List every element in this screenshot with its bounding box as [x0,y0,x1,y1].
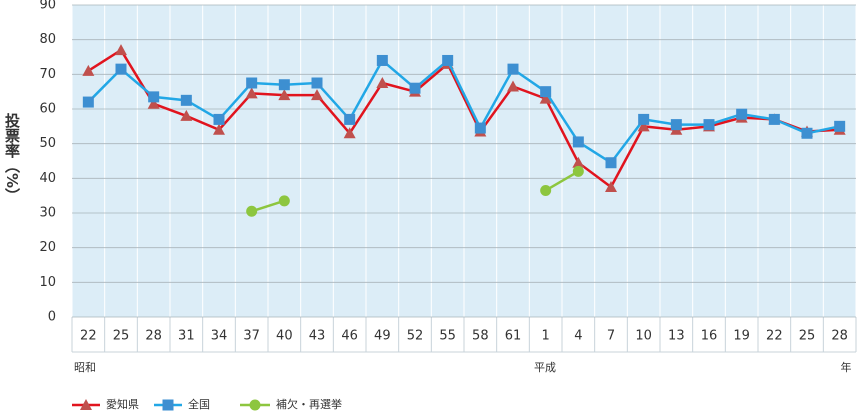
x-tick-label: 10 [635,329,652,344]
marker [249,399,261,411]
x-tick-label: 28 [831,329,848,344]
marker [605,157,617,169]
x-tick-label: 52 [407,329,424,344]
marker [834,120,846,132]
marker [311,89,323,101]
x-tick-label: 22 [80,329,97,344]
marker [638,113,650,125]
x-tick-label: 43 [309,329,326,344]
marker [474,122,486,134]
x-tick-label: 40 [276,329,293,344]
era-label: 昭和 [74,361,96,374]
x-tick-label: 58 [472,329,489,344]
marker [768,113,780,125]
x-tick-label: 16 [701,329,718,344]
marker [278,79,290,91]
x-tick-label: 46 [341,329,358,344]
y-axis-label: 投票率（%） [3,112,21,203]
marker [703,119,715,131]
x-tick-label: 34 [211,329,228,344]
marker [115,63,127,75]
marker [245,87,258,99]
marker [213,113,225,125]
marker [278,195,290,207]
y-tick-label: 50 [39,136,56,151]
marker [540,86,552,98]
marker [278,89,291,101]
marker [507,63,519,75]
marker [180,94,192,106]
era-label: 年 [841,360,852,374]
marker [82,64,95,76]
marker [572,156,585,168]
x-tick-label: 19 [733,329,750,344]
marker [572,136,584,148]
marker [82,96,94,108]
x-tick-label: 31 [178,329,195,344]
y-tick-label: 10 [39,275,56,290]
y-tick-label: 20 [39,240,56,255]
marker [147,97,160,109]
marker [801,127,813,139]
marker [540,184,552,196]
marker [572,165,584,177]
marker [115,44,127,56]
x-tick-label: 61 [505,329,522,344]
x-tick-label: 25 [113,329,130,344]
y-tick-label: 60 [39,102,56,117]
y-tick-label: 80 [39,32,56,47]
marker [343,127,356,139]
marker [736,108,748,120]
marker [344,113,356,125]
marker [180,109,193,121]
y-tick-label: 0 [48,310,56,325]
legend-label: 補欠・再選挙 [276,397,342,411]
era-label: 平成 [534,361,556,374]
marker [311,77,323,89]
legend-label: 全国 [188,397,210,411]
y-tick-label: 70 [39,67,56,82]
marker [670,119,682,131]
x-tick-label: 55 [439,329,456,344]
marker [605,181,617,192]
x-tick-label: 13 [668,329,685,344]
marker [80,399,92,410]
x-tick-label: 4 [574,329,582,344]
x-tick-label: 1 [542,329,550,344]
marker [409,82,421,94]
marker [539,92,552,104]
marker [637,120,650,132]
x-tick-label: 7 [607,329,615,344]
marker [162,399,174,411]
y-tick-label: 30 [39,206,56,221]
x-tick-label: 25 [799,329,816,344]
marker [442,54,454,66]
marker [246,77,258,89]
legend-label: 愛知県 [106,397,139,411]
marker [213,123,225,135]
series-line [251,170,579,213]
marker [148,91,160,103]
marker [246,205,258,217]
y-tick-label: 40 [39,171,56,186]
x-tick-label: 22 [766,329,783,344]
x-tick-label: 37 [243,329,260,344]
marker [507,80,519,92]
marker [376,77,389,88]
x-tick-label: 49 [374,329,391,344]
x-tick-label: 28 [145,329,162,344]
y-tick-label: 90 [39,0,56,13]
marker [376,54,388,66]
